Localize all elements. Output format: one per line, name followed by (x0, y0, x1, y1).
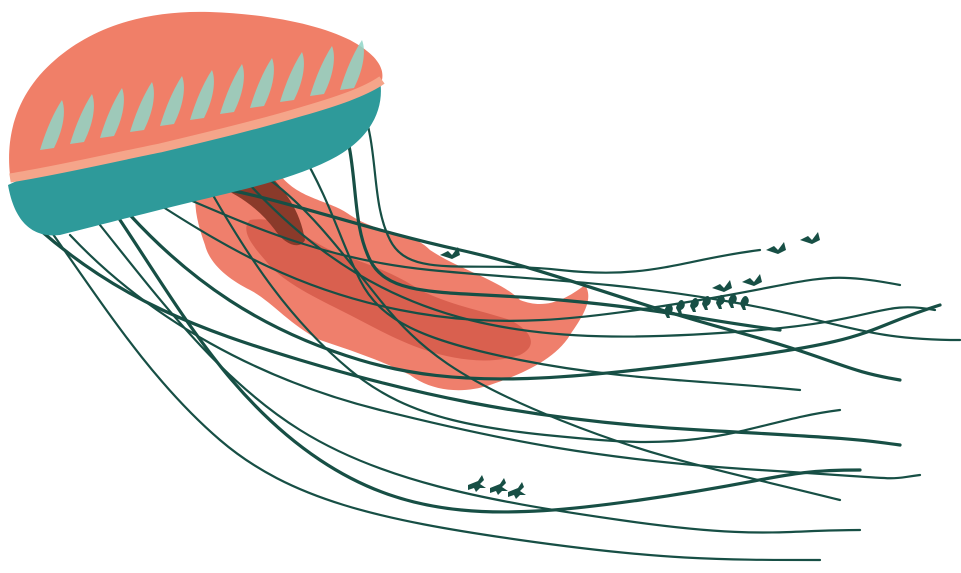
tentacle (38, 228, 902, 447)
tentacle (98, 223, 862, 534)
bell-fold (130, 82, 154, 132)
perched-bird (676, 300, 685, 314)
perched-bird (728, 294, 737, 308)
tentacle (48, 228, 822, 562)
perched-bird (690, 298, 699, 312)
tentacle (268, 178, 842, 502)
tentacle (248, 183, 937, 338)
running-deer (468, 475, 526, 499)
tentacle (298, 148, 802, 392)
tentacle (338, 108, 782, 332)
bell-fold (340, 40, 364, 90)
perched-bird (740, 296, 749, 310)
flying-bird (742, 274, 762, 286)
flying-bird (766, 242, 786, 254)
tentacles (38, 98, 961, 562)
flying-bird (712, 280, 732, 292)
flying-bird (800, 232, 820, 244)
perched-bird (702, 296, 711, 310)
perched-bird (716, 295, 725, 309)
deer (508, 482, 526, 499)
bell-fold (310, 46, 334, 96)
bell (8, 11, 385, 236)
tentacle (358, 98, 762, 274)
bell-fold (250, 58, 274, 108)
bell-fold (190, 70, 214, 120)
bell-fold (280, 52, 304, 102)
tentacle (208, 188, 842, 444)
bell-fold (40, 100, 64, 150)
birds-on-tentacle (664, 294, 749, 318)
bell-fold (220, 64, 244, 114)
perched-bird (664, 304, 673, 318)
flying-bird (440, 247, 460, 259)
flying-birds (440, 232, 820, 292)
bell-fold (160, 76, 184, 126)
bell-fold (70, 94, 94, 144)
bell-fold (100, 88, 124, 138)
tentacle (158, 203, 902, 322)
tentacle (228, 188, 902, 382)
deer (490, 478, 508, 495)
deer (468, 475, 486, 492)
tentacle (128, 213, 942, 381)
tentacle (118, 218, 862, 514)
